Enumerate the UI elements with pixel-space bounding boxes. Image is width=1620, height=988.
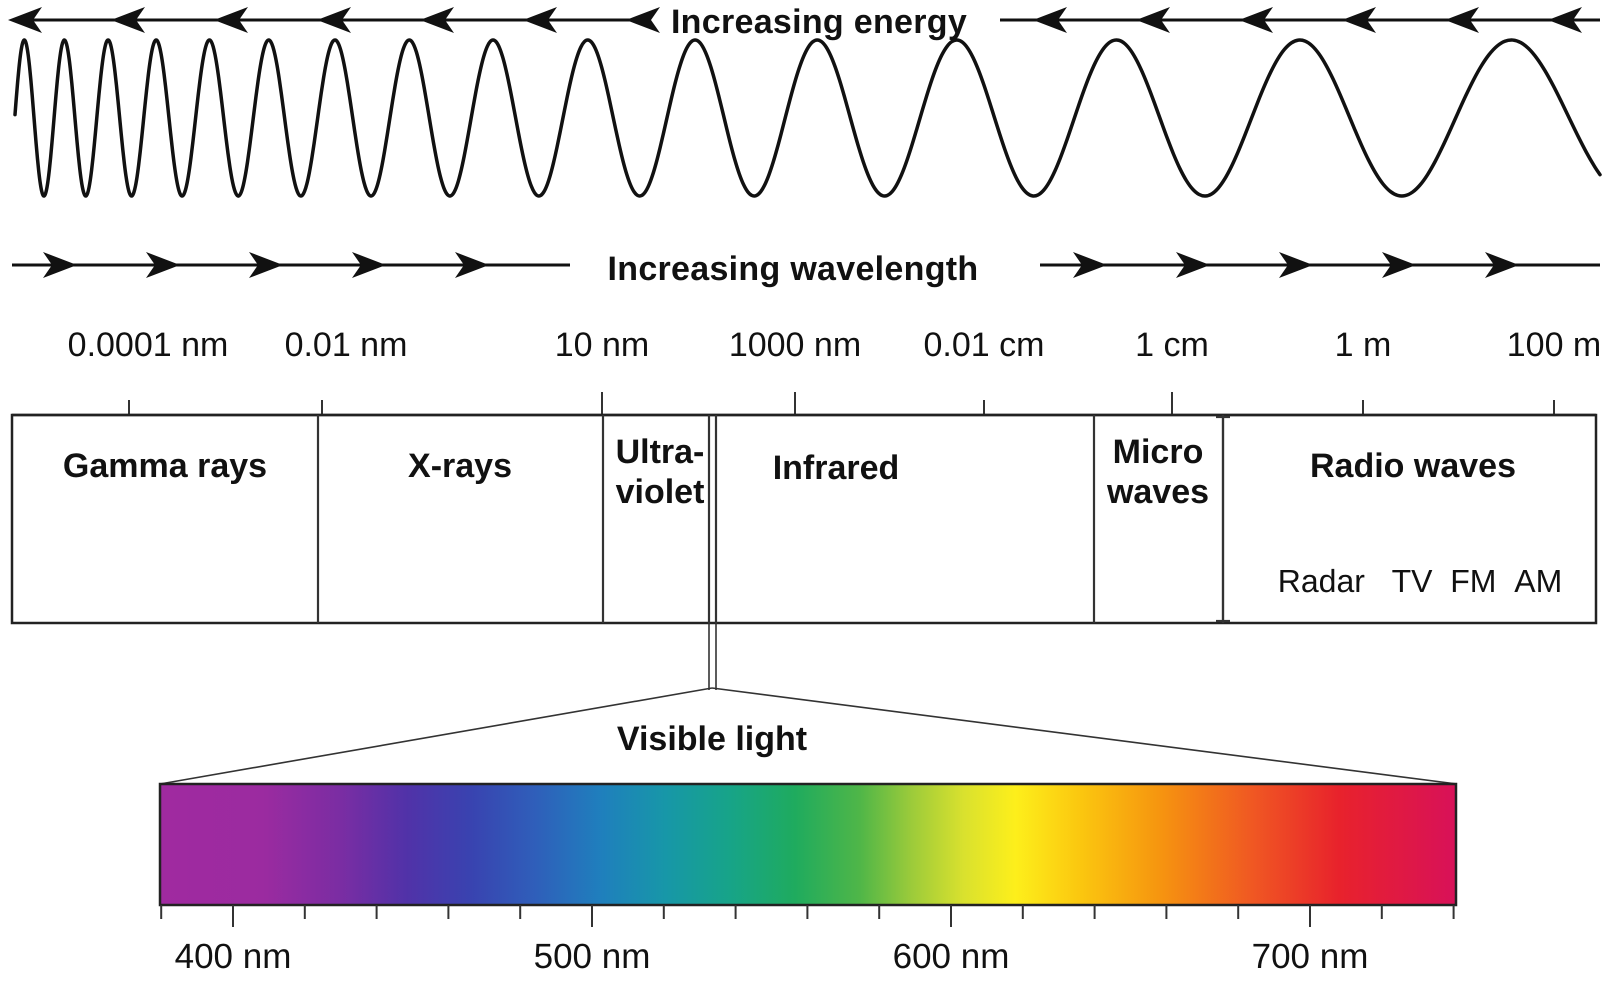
- svg-text:700 nm: 700 nm: [1252, 937, 1369, 976]
- svg-text:Micro: Micro: [1113, 433, 1204, 471]
- svg-text:Infrared: Infrared: [773, 449, 900, 487]
- svg-text:Increasing energy: Increasing energy: [671, 3, 967, 41]
- svg-text:X-rays: X-rays: [408, 447, 512, 485]
- svg-text:1 m: 1 m: [1335, 326, 1392, 364]
- svg-text:1 cm: 1 cm: [1135, 326, 1209, 364]
- svg-text:0.01 nm: 0.01 nm: [285, 326, 408, 364]
- svg-text:waves: waves: [1106, 473, 1209, 511]
- svg-text:Visible light: Visible light: [617, 720, 807, 758]
- svg-text:Radio waves: Radio waves: [1310, 447, 1516, 485]
- svg-text:600 nm: 600 nm: [893, 937, 1010, 976]
- svg-text:500 nm: 500 nm: [534, 937, 651, 976]
- svg-text:Radar TV FM AM: Radar TV FM AM: [1278, 563, 1562, 599]
- svg-text:100 m: 100 m: [1507, 326, 1602, 364]
- svg-text:Increasing wavelength: Increasing wavelength: [608, 250, 979, 288]
- svg-text:10 nm: 10 nm: [555, 326, 650, 364]
- svg-text:400 nm: 400 nm: [175, 937, 292, 976]
- svg-text:1000 nm: 1000 nm: [729, 326, 861, 364]
- svg-text:0.01 cm: 0.01 cm: [924, 326, 1045, 364]
- svg-text:Ultra-: Ultra-: [616, 433, 705, 471]
- svg-text:violet: violet: [616, 473, 705, 511]
- svg-text:0.0001 nm: 0.0001 nm: [68, 326, 229, 364]
- svg-text:Gamma rays: Gamma rays: [63, 447, 267, 485]
